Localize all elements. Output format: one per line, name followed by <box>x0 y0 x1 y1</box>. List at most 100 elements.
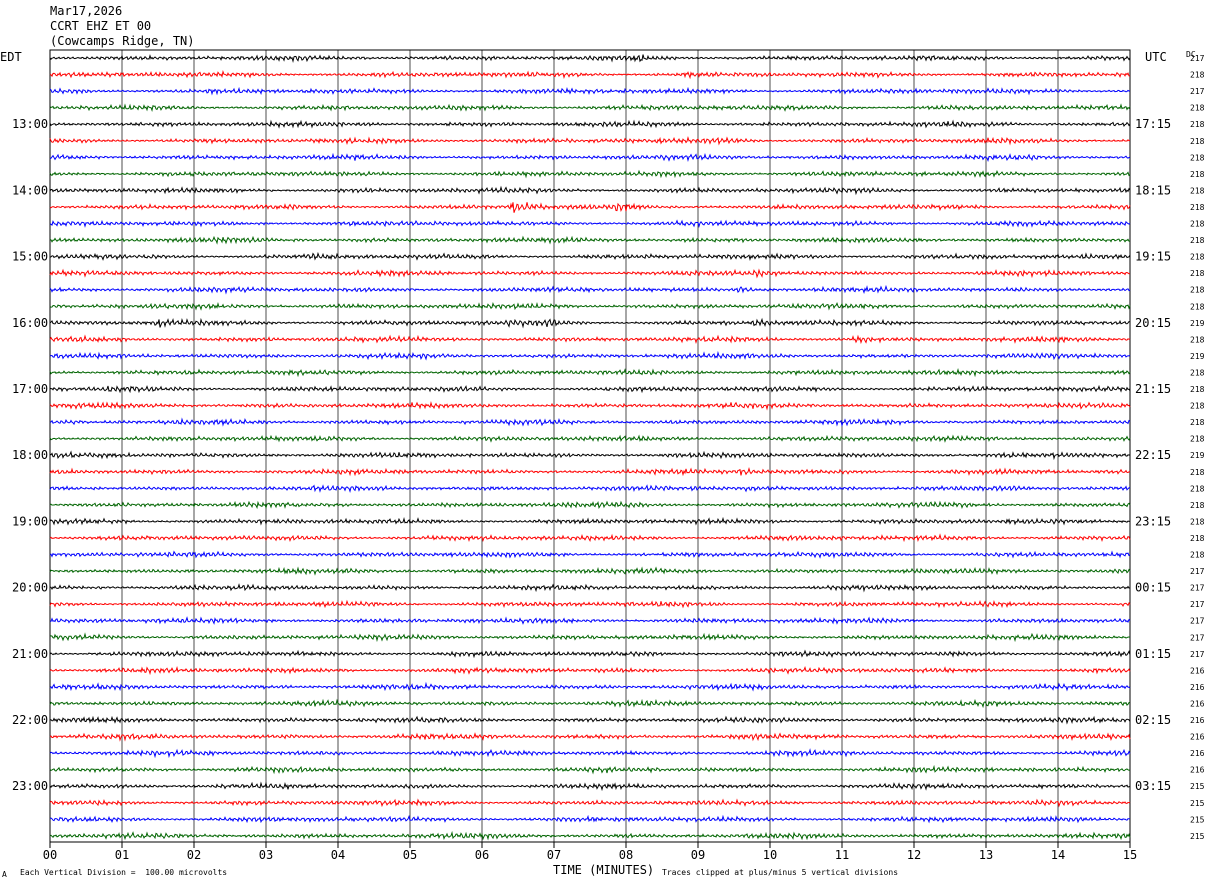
seismic-trace <box>49 317 1131 329</box>
x-tick-label: 13 <box>979 848 993 862</box>
seismic-trace <box>49 830 1131 841</box>
seismic-trace <box>49 434 1131 443</box>
utc-hour-label: 19:15 <box>1135 250 1171 264</box>
plot-frame <box>49 49 1131 843</box>
seismic-trace <box>49 566 1131 576</box>
seismic-trace <box>49 169 1131 179</box>
dc-offset-label: 218 <box>1190 203 1205 212</box>
dc-offset-label: 216 <box>1190 749 1205 758</box>
seismic-trace <box>49 384 1131 394</box>
utc-hour-label: 23:15 <box>1135 514 1171 528</box>
x-tick-label: 15 <box>1123 848 1137 862</box>
utc-hour-label: 00:15 <box>1135 581 1171 595</box>
dc-offset-label: 218 <box>1190 335 1205 344</box>
dc-offset-label: 215 <box>1190 799 1205 808</box>
x-tick-label: 11 <box>835 848 849 862</box>
x-tick-label: 07 <box>547 848 561 862</box>
seismic-trace <box>49 732 1131 742</box>
plot-date: Mar17,2026 <box>50 4 123 18</box>
dc-offset-label: 219 <box>1190 352 1205 361</box>
seismic-trace <box>49 268 1131 279</box>
dc-offset-label: 217 <box>1190 54 1205 63</box>
seismic-trace <box>49 219 1131 229</box>
dc-offset-label: 218 <box>1190 517 1205 526</box>
dc-offset-label: 218 <box>1190 71 1205 80</box>
x-tick-label: 06 <box>475 848 489 862</box>
seismic-trace <box>49 681 1131 692</box>
dc-offset-label: 218 <box>1190 236 1205 245</box>
dc-offset-label: 218 <box>1190 104 1205 113</box>
dc-offset-label: 216 <box>1190 683 1205 692</box>
seismic-trace <box>49 466 1131 477</box>
edt-hour-label: 14:00 <box>12 183 48 197</box>
seismic-trace <box>49 599 1131 609</box>
dc-offset-label: 218 <box>1190 186 1205 195</box>
seismic-trace <box>49 69 1131 80</box>
seismic-trace <box>49 500 1131 510</box>
dc-offset-label: 217 <box>1190 633 1205 642</box>
dc-offset-label: 218 <box>1190 220 1205 229</box>
seismic-trace <box>49 401 1131 411</box>
dc-offset-label: 218 <box>1190 534 1205 543</box>
dc-offset-label: 215 <box>1190 782 1205 791</box>
utc-hour-label: 17:15 <box>1135 117 1171 131</box>
seismic-trace <box>49 583 1131 593</box>
dc-offset-label: 216 <box>1190 716 1205 725</box>
dc-offset-label: 217 <box>1190 650 1205 659</box>
dc-offset-label: 219 <box>1190 451 1205 460</box>
dc-offset-label: 216 <box>1190 666 1205 675</box>
seismic-trace <box>49 350 1131 361</box>
dc-offset-label: 218 <box>1190 402 1205 411</box>
dc-offset-label: 217 <box>1190 567 1205 576</box>
dc-offset-label: 218 <box>1190 385 1205 394</box>
seismic-trace <box>49 103 1131 113</box>
seismic-trace <box>49 135 1131 146</box>
x-tick-label: 14 <box>1051 848 1065 862</box>
seismic-trace <box>49 284 1131 295</box>
seismic-trace <box>49 814 1131 824</box>
edt-hour-label: 15:00 <box>12 250 48 264</box>
dc-offset-label: 218 <box>1190 253 1205 262</box>
seismic-trace <box>49 616 1131 625</box>
dc-offset-label: 218 <box>1190 286 1205 295</box>
corner-mark: A <box>2 870 7 879</box>
x-axis-label: TIME (MINUTES) <box>553 863 655 877</box>
dc-offset-label: 219 <box>1190 319 1205 328</box>
dc-offset-label: 215 <box>1190 815 1205 824</box>
station-location: (Cowcamps Ridge, TN) <box>50 34 195 48</box>
seismic-trace <box>49 715 1131 725</box>
x-tick-label: 04 <box>331 848 345 862</box>
dc-offset-label: 216 <box>1190 733 1205 742</box>
seismic-trace <box>49 202 1131 213</box>
seismic-trace <box>49 152 1131 163</box>
seismic-trace <box>49 516 1131 526</box>
edt-hour-label: 16:00 <box>12 316 48 330</box>
utc-hour-label: 02:15 <box>1135 713 1171 727</box>
seismic-trace <box>49 54 1131 64</box>
x-tick-label: 08 <box>619 848 633 862</box>
seismic-trace <box>49 764 1131 775</box>
x-tick-label: 10 <box>763 848 777 862</box>
dc-offset-label: 216 <box>1190 766 1205 775</box>
dc-offset-label: 218 <box>1190 269 1205 278</box>
dc-offset-label: 218 <box>1190 137 1205 146</box>
dc-offset-label: 217 <box>1190 600 1205 609</box>
x-tick-label: 03 <box>259 848 273 862</box>
seismic-trace <box>49 185 1131 196</box>
dc-offset-label: 218 <box>1190 302 1205 311</box>
seismic-trace <box>49 632 1131 643</box>
seismic-trace <box>49 533 1131 543</box>
seismic-trace <box>49 368 1131 378</box>
utc-hour-label: 03:15 <box>1135 779 1171 793</box>
utc-hour-label: 18:15 <box>1135 183 1171 197</box>
station-code: CCRT EHZ ET 00 <box>50 19 152 33</box>
dc-offset-label: 218 <box>1190 418 1205 427</box>
utc-axis-title: UTC <box>1145 50 1167 64</box>
dc-offset-label: 218 <box>1190 484 1205 493</box>
x-tick-label: 00 <box>43 848 57 862</box>
utc-hour-label: 20:15 <box>1135 316 1171 330</box>
dc-offset-label: 217 <box>1190 87 1205 96</box>
seismic-trace <box>49 86 1131 96</box>
seismic-trace <box>49 698 1131 709</box>
utc-hour-label: 01:15 <box>1135 647 1171 661</box>
